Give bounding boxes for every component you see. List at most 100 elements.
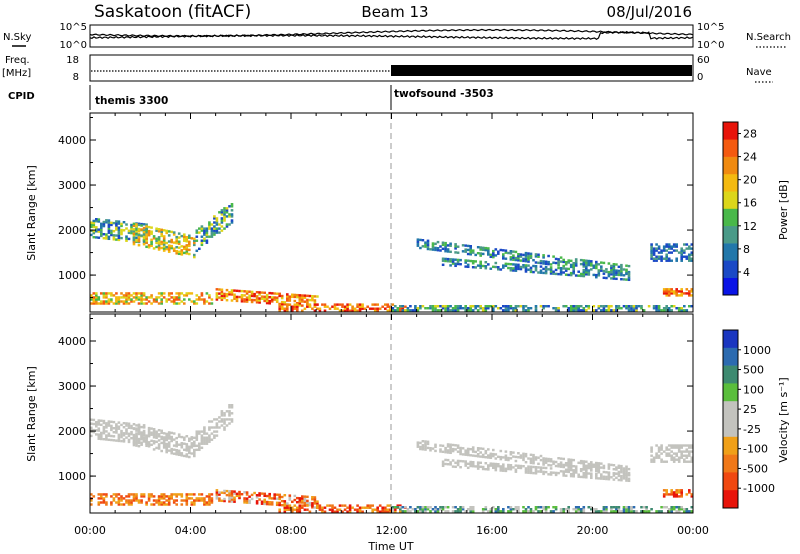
power-echo-cell	[341, 305, 344, 308]
velocity-echo-cell	[120, 503, 123, 506]
power-echo-cell	[446, 244, 450, 247]
power-echo-cell	[218, 227, 221, 230]
velocity-echo-cell	[311, 502, 314, 505]
power-echo-cell	[542, 267, 545, 271]
power-echo-cell	[286, 307, 289, 310]
velocity-echo-cell	[255, 502, 259, 505]
velocity-echo-cell	[509, 451, 513, 454]
velocity-echo-cell	[502, 456, 505, 459]
velocity-echo-cell	[268, 497, 271, 500]
power-echo-cell	[574, 264, 578, 267]
power-echo-cell	[434, 309, 437, 312]
velocity-echo-cell	[451, 449, 455, 453]
power-echo-cell	[125, 300, 128, 303]
power-echo-cell	[205, 235, 209, 238]
power-echo-cell	[607, 262, 611, 265]
power-echo-cell	[567, 307, 570, 310]
velocity-echo-cell	[429, 510, 432, 513]
power-echo-cell	[172, 302, 176, 305]
velocity-echo-cell	[449, 443, 452, 446]
velocity-echo-cell	[177, 453, 181, 457]
power-echo-cell	[680, 259, 683, 262]
velocity-echo-cell	[476, 461, 480, 464]
power-echo-cell	[172, 233, 176, 236]
velocity-echo-cell	[559, 508, 563, 511]
velocity-echo-cell	[391, 508, 395, 511]
power-echo-cell	[662, 307, 666, 310]
power-echo-cell	[557, 266, 560, 270]
velocity-echo-cell	[193, 442, 196, 446]
power-echo-cell	[431, 246, 435, 249]
power-echo-cell	[652, 247, 656, 250]
velocity-echo-cell	[552, 510, 555, 513]
power-echo-cell	[137, 298, 141, 301]
velocity-echo-cell	[577, 508, 580, 511]
power-echo-cell	[597, 305, 601, 308]
power-echo-cell	[557, 260, 560, 263]
velocity-echo-cell	[240, 493, 244, 496]
velocity-echo-cell	[660, 444, 663, 447]
power-echo-cell	[278, 305, 281, 308]
velocity-echo-cell	[562, 465, 565, 469]
power-echo-cell	[250, 290, 254, 294]
power-echo-cell	[110, 294, 113, 297]
power-echo-cell	[579, 309, 583, 312]
power-echo-cell	[100, 226, 103, 230]
power-echo-cell	[569, 271, 573, 275]
power-echo-cell	[132, 224, 136, 228]
velocity-echo-cell	[670, 458, 673, 461]
power-echo-cell	[361, 303, 364, 306]
velocity-echo-cell	[436, 508, 440, 511]
power-y-tick-label: 3000	[58, 179, 86, 192]
velocity-echo-cell	[127, 495, 131, 498]
velocity-echo-cell	[622, 477, 626, 480]
power-echo-cell	[107, 225, 111, 228]
velocity-echo-cell	[167, 497, 171, 500]
power-echo-cell	[527, 307, 530, 310]
velocity-echo-cell	[632, 510, 636, 513]
velocity-echo-cell	[650, 458, 653, 461]
power-echo-cell	[544, 265, 548, 269]
power-echo-cell	[466, 309, 470, 312]
velocity-echo-cell	[368, 504, 372, 507]
velocity-echo-cell	[622, 473, 626, 476]
velocity-echo-cell	[291, 500, 294, 504]
power-echo-cell	[640, 307, 643, 310]
velocity-echo-cell	[298, 501, 302, 504]
velocity-echo-cell	[464, 460, 467, 463]
velocity-echo-cell	[497, 463, 500, 466]
velocity-echo-cell	[263, 492, 266, 496]
power-echo-cell	[557, 309, 560, 312]
power-echo-cell	[517, 263, 520, 267]
power-colorbar-swatch	[723, 277, 738, 296]
velocity-echo-cell	[615, 466, 618, 469]
velocity-echo-cell	[205, 501, 209, 504]
velocity-echo-cell	[190, 503, 194, 506]
velocity-echo-cell	[97, 429, 101, 432]
power-echo-cell	[539, 269, 543, 272]
velocity-echo-cell	[245, 499, 249, 502]
power-echo-cell	[522, 264, 525, 267]
velocity-echo-cell	[451, 506, 455, 509]
velocity-echo-cell	[620, 477, 623, 480]
power-echo-cell	[125, 237, 128, 240]
power-echo-cell	[655, 255, 658, 258]
power-echo-cell	[662, 309, 666, 312]
power-echo-cell	[150, 244, 153, 248]
velocity-echo-cell	[690, 444, 694, 447]
power-echo-cell	[680, 249, 683, 252]
velocity-echo-cell	[459, 450, 462, 454]
power-echo-cell	[125, 298, 128, 301]
power-echo-cell	[346, 303, 349, 306]
power-echo-cell	[343, 307, 347, 310]
power-echo-cell	[449, 258, 452, 261]
power-echo-cell	[512, 307, 515, 310]
power-echo-cell	[690, 253, 694, 256]
power-echo-cell	[524, 264, 528, 267]
velocity-echo-cell	[157, 497, 161, 500]
velocity-echo-cell	[524, 471, 528, 474]
power-echo-cell	[585, 259, 588, 262]
velocity-echo-cell	[514, 506, 518, 509]
power-echo-cell	[102, 233, 106, 236]
velocity-echo-cell	[426, 508, 430, 511]
